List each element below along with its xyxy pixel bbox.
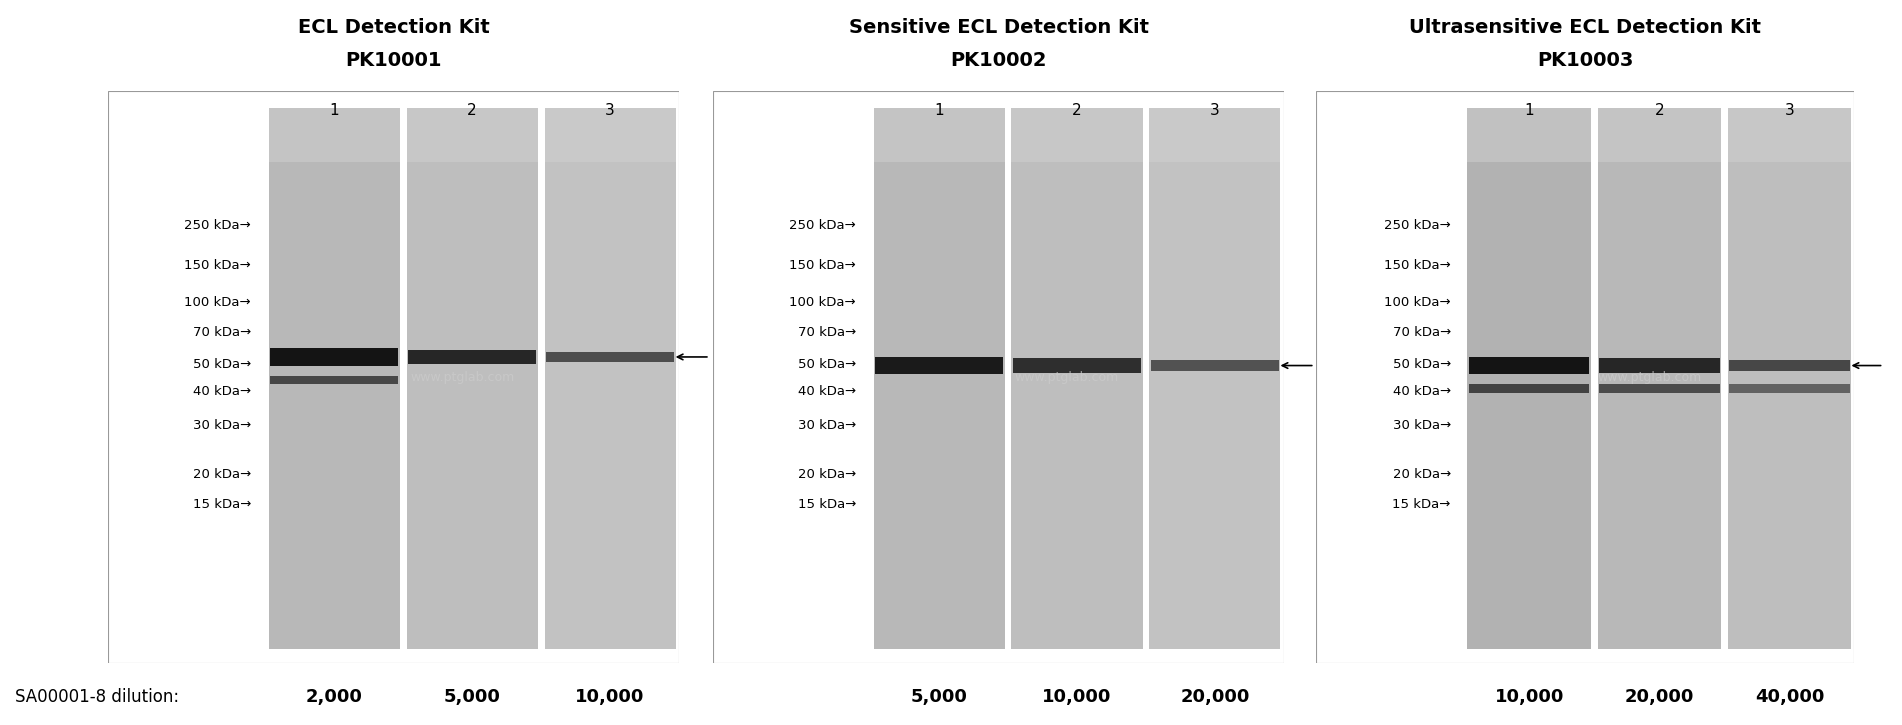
Text: 40 kDa→: 40 kDa→ <box>797 385 856 398</box>
Text: Ultrasensitive ECL Detection Kit: Ultrasensitive ECL Detection Kit <box>1409 18 1761 37</box>
FancyBboxPatch shape <box>873 108 1004 162</box>
Text: 150 kDa→: 150 kDa→ <box>789 259 856 272</box>
Text: 30 kDa→: 30 kDa→ <box>1392 419 1451 432</box>
Text: 250 kDa→: 250 kDa→ <box>789 219 856 232</box>
Text: 250 kDa→: 250 kDa→ <box>184 219 251 232</box>
Text: SA00001-8 dilution:: SA00001-8 dilution: <box>15 689 179 706</box>
FancyBboxPatch shape <box>1598 108 1721 649</box>
Text: 3: 3 <box>1210 103 1219 118</box>
Text: 150 kDa→: 150 kDa→ <box>1385 259 1451 272</box>
Text: PK10003: PK10003 <box>1537 51 1634 70</box>
Text: 20 kDa→: 20 kDa→ <box>1392 468 1451 481</box>
Text: 15 kDa→: 15 kDa→ <box>1392 497 1451 510</box>
FancyBboxPatch shape <box>108 91 679 663</box>
Text: 5,000: 5,000 <box>443 689 500 706</box>
FancyBboxPatch shape <box>1014 358 1141 373</box>
Text: 20,000: 20,000 <box>1624 689 1695 706</box>
Text: 30 kDa→: 30 kDa→ <box>797 419 856 432</box>
FancyBboxPatch shape <box>270 376 398 384</box>
FancyBboxPatch shape <box>873 108 1004 649</box>
Text: 100 kDa→: 100 kDa→ <box>789 296 856 309</box>
FancyBboxPatch shape <box>544 108 675 649</box>
Text: 1: 1 <box>934 103 943 118</box>
FancyBboxPatch shape <box>1468 108 1592 649</box>
Text: 10,000: 10,000 <box>576 689 645 706</box>
Text: 20 kDa→: 20 kDa→ <box>797 468 856 481</box>
Text: 10,000: 10,000 <box>1042 689 1111 706</box>
Text: 2,000: 2,000 <box>306 689 363 706</box>
FancyBboxPatch shape <box>1151 360 1278 370</box>
Text: Sensitive ECL Detection Kit: Sensitive ECL Detection Kit <box>848 18 1149 37</box>
Text: 250 kDa→: 250 kDa→ <box>1385 219 1451 232</box>
Text: 70 kDa→: 70 kDa→ <box>192 326 251 339</box>
FancyBboxPatch shape <box>268 108 399 162</box>
Text: www.ptglab.com: www.ptglab.com <box>411 370 514 384</box>
Text: 2: 2 <box>1655 103 1664 118</box>
Text: 40 kDa→: 40 kDa→ <box>1392 385 1451 398</box>
Text: 2: 2 <box>468 103 477 118</box>
FancyBboxPatch shape <box>407 108 538 162</box>
FancyBboxPatch shape <box>1468 357 1590 374</box>
Text: 50 kDa→: 50 kDa→ <box>192 358 251 371</box>
Text: 15 kDa→: 15 kDa→ <box>797 497 856 510</box>
FancyBboxPatch shape <box>1600 358 1719 373</box>
FancyBboxPatch shape <box>1012 108 1143 162</box>
Text: 1: 1 <box>1524 103 1535 118</box>
Text: PK10002: PK10002 <box>951 51 1046 70</box>
FancyBboxPatch shape <box>1600 384 1719 393</box>
Text: www.ptglab.com: www.ptglab.com <box>1598 370 1702 384</box>
FancyBboxPatch shape <box>875 357 1002 374</box>
Text: 20,000: 20,000 <box>1181 689 1250 706</box>
FancyBboxPatch shape <box>1149 108 1280 162</box>
FancyBboxPatch shape <box>1598 108 1721 162</box>
FancyBboxPatch shape <box>407 108 538 649</box>
Text: 3: 3 <box>605 103 614 118</box>
FancyBboxPatch shape <box>1468 108 1592 162</box>
Text: ECL Detection Kit: ECL Detection Kit <box>299 18 489 37</box>
Text: 100 kDa→: 100 kDa→ <box>184 296 251 309</box>
FancyBboxPatch shape <box>1468 384 1590 393</box>
Text: 100 kDa→: 100 kDa→ <box>1385 296 1451 309</box>
Text: 2: 2 <box>1073 103 1082 118</box>
Text: 40,000: 40,000 <box>1756 689 1824 706</box>
FancyBboxPatch shape <box>1316 91 1854 663</box>
FancyBboxPatch shape <box>268 108 399 649</box>
Text: 30 kDa→: 30 kDa→ <box>192 419 251 432</box>
Text: 20 kDa→: 20 kDa→ <box>192 468 251 481</box>
Text: 40 kDa→: 40 kDa→ <box>192 385 251 398</box>
FancyBboxPatch shape <box>1729 360 1849 371</box>
FancyBboxPatch shape <box>1149 108 1280 649</box>
Text: 50 kDa→: 50 kDa→ <box>797 358 856 371</box>
FancyBboxPatch shape <box>409 349 536 364</box>
Text: PK10001: PK10001 <box>346 51 441 70</box>
Text: 5,000: 5,000 <box>911 689 968 706</box>
FancyBboxPatch shape <box>270 348 398 365</box>
FancyBboxPatch shape <box>1012 108 1143 649</box>
FancyBboxPatch shape <box>713 91 1284 663</box>
FancyBboxPatch shape <box>544 108 675 162</box>
Text: www.ptglab.com: www.ptglab.com <box>1016 370 1118 384</box>
Text: 3: 3 <box>1784 103 1794 118</box>
Text: 150 kDa→: 150 kDa→ <box>184 259 251 272</box>
Text: 50 kDa→: 50 kDa→ <box>1392 358 1451 371</box>
FancyBboxPatch shape <box>1729 384 1849 393</box>
FancyBboxPatch shape <box>1727 108 1851 162</box>
Text: 15 kDa→: 15 kDa→ <box>192 497 251 510</box>
Text: 1: 1 <box>329 103 339 118</box>
Text: 70 kDa→: 70 kDa→ <box>797 326 856 339</box>
Text: 70 kDa→: 70 kDa→ <box>1392 326 1451 339</box>
FancyBboxPatch shape <box>1727 108 1851 649</box>
FancyBboxPatch shape <box>546 352 673 362</box>
Text: 10,000: 10,000 <box>1495 689 1563 706</box>
